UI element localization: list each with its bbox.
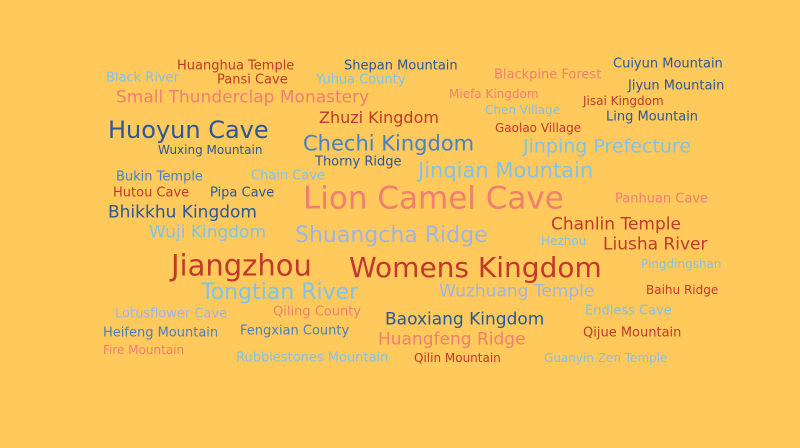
word-tongtian-river: Tongtian River xyxy=(201,280,359,305)
word-small-thunderclap-monastery: Small Thunderclap Monastery xyxy=(116,87,370,108)
word-blackpine-forest: Blackpine Forest xyxy=(494,67,602,83)
word-shuangcha-ridge: Shuangcha Ridge xyxy=(295,223,488,248)
word-hezhou: Hezhou xyxy=(541,234,587,248)
word-huanghua-temple: Huanghua Temple xyxy=(177,58,295,74)
word-shepan-mountain: Shepan Mountain xyxy=(344,58,458,74)
word-lion-camel-cave: Lion Camel Cave xyxy=(303,180,564,217)
word-heifeng-mountain: Heifeng Mountain xyxy=(103,325,219,341)
word-jinqian-mountain: Jinqian Mountain xyxy=(418,158,594,183)
word-jinping-prefecture: Jinping Prefecture xyxy=(523,135,692,158)
word-wuzhuang-temple: Wuzhuang Temple xyxy=(439,281,595,302)
word-lotusflower-cave: Lotusflower Cave xyxy=(115,306,228,322)
word-gaolao-village: Gaolao Village xyxy=(495,121,582,135)
word-chain-cave: Chain Cave xyxy=(251,168,326,184)
word-wuji-kingdom: Wuji Kingdom xyxy=(149,222,267,243)
word-cuiyun-mountain: Cuiyun Mountain xyxy=(613,56,723,72)
word-yuhua-county: Yuhua County xyxy=(316,72,406,88)
word-fengxian-county: Fengxian County xyxy=(240,323,350,339)
word-panhuan-cave: Panhuan Cave xyxy=(615,191,709,207)
word-bukin-temple: Bukin Temple xyxy=(116,169,203,185)
word-bhikkhu-kingdom: Bhikkhu Kingdom xyxy=(108,202,257,223)
word-miefa-kingdom: Miefa Kingdom xyxy=(449,87,539,101)
word-qijue-mountain: Qijue Mountain xyxy=(583,325,682,341)
word-womens-kingdom: Womens Kingdom xyxy=(349,251,602,284)
word-qilin-mountain: Qilin Mountain xyxy=(414,351,501,365)
word-jiyun-mountain: Jiyun Mountain xyxy=(628,78,725,94)
word-liusha-river: Liusha River xyxy=(603,234,708,255)
word-fire-mountain: Fire Mountain xyxy=(103,343,185,357)
word-pingdingshan: Pingdingshan xyxy=(641,257,722,271)
word-huangfeng-ridge: Huangfeng Ridge xyxy=(378,329,526,350)
word-pansi-cave: Pansi Cave xyxy=(217,72,288,88)
word-wuxing-mountain: Wuxing Mountain xyxy=(158,143,263,157)
word-black-river: Black River xyxy=(106,70,179,86)
word-baoxiang-kingdom: Baoxiang Kingdom xyxy=(385,309,545,330)
word-zhuzi-kingdom: Zhuzi Kingdom xyxy=(319,108,439,127)
word-chen-village: Chen Village xyxy=(485,103,561,117)
word-chanlin-temple: Chanlin Temple xyxy=(551,214,681,235)
word-ling-mountain: Ling Mountain xyxy=(606,109,699,125)
word-thorny-ridge: Thorny Ridge xyxy=(315,154,402,170)
word-baihu-ridge: Baihu Ridge xyxy=(646,283,719,297)
word-jisai-kingdom: Jisai Kingdom xyxy=(583,94,664,108)
word-rubblestones-mountain: Rubblestones Mountain xyxy=(236,350,389,366)
word-chechi-kingdom: Chechi Kingdom xyxy=(303,131,475,156)
word-endless-cave: Endless Cave xyxy=(585,303,672,319)
word-guanyin-zen-temple: Guanyin Zen Temple xyxy=(544,351,668,365)
word-pipa-cave: Pipa Cave xyxy=(210,185,275,201)
word-jiangzhou: Jiangzhou xyxy=(171,248,312,283)
word-hutou-cave: Hutou Cave xyxy=(113,185,190,201)
word-qiling-county: Qiling County xyxy=(273,304,361,320)
word-huoyun-cave: Huoyun Cave xyxy=(108,116,269,144)
